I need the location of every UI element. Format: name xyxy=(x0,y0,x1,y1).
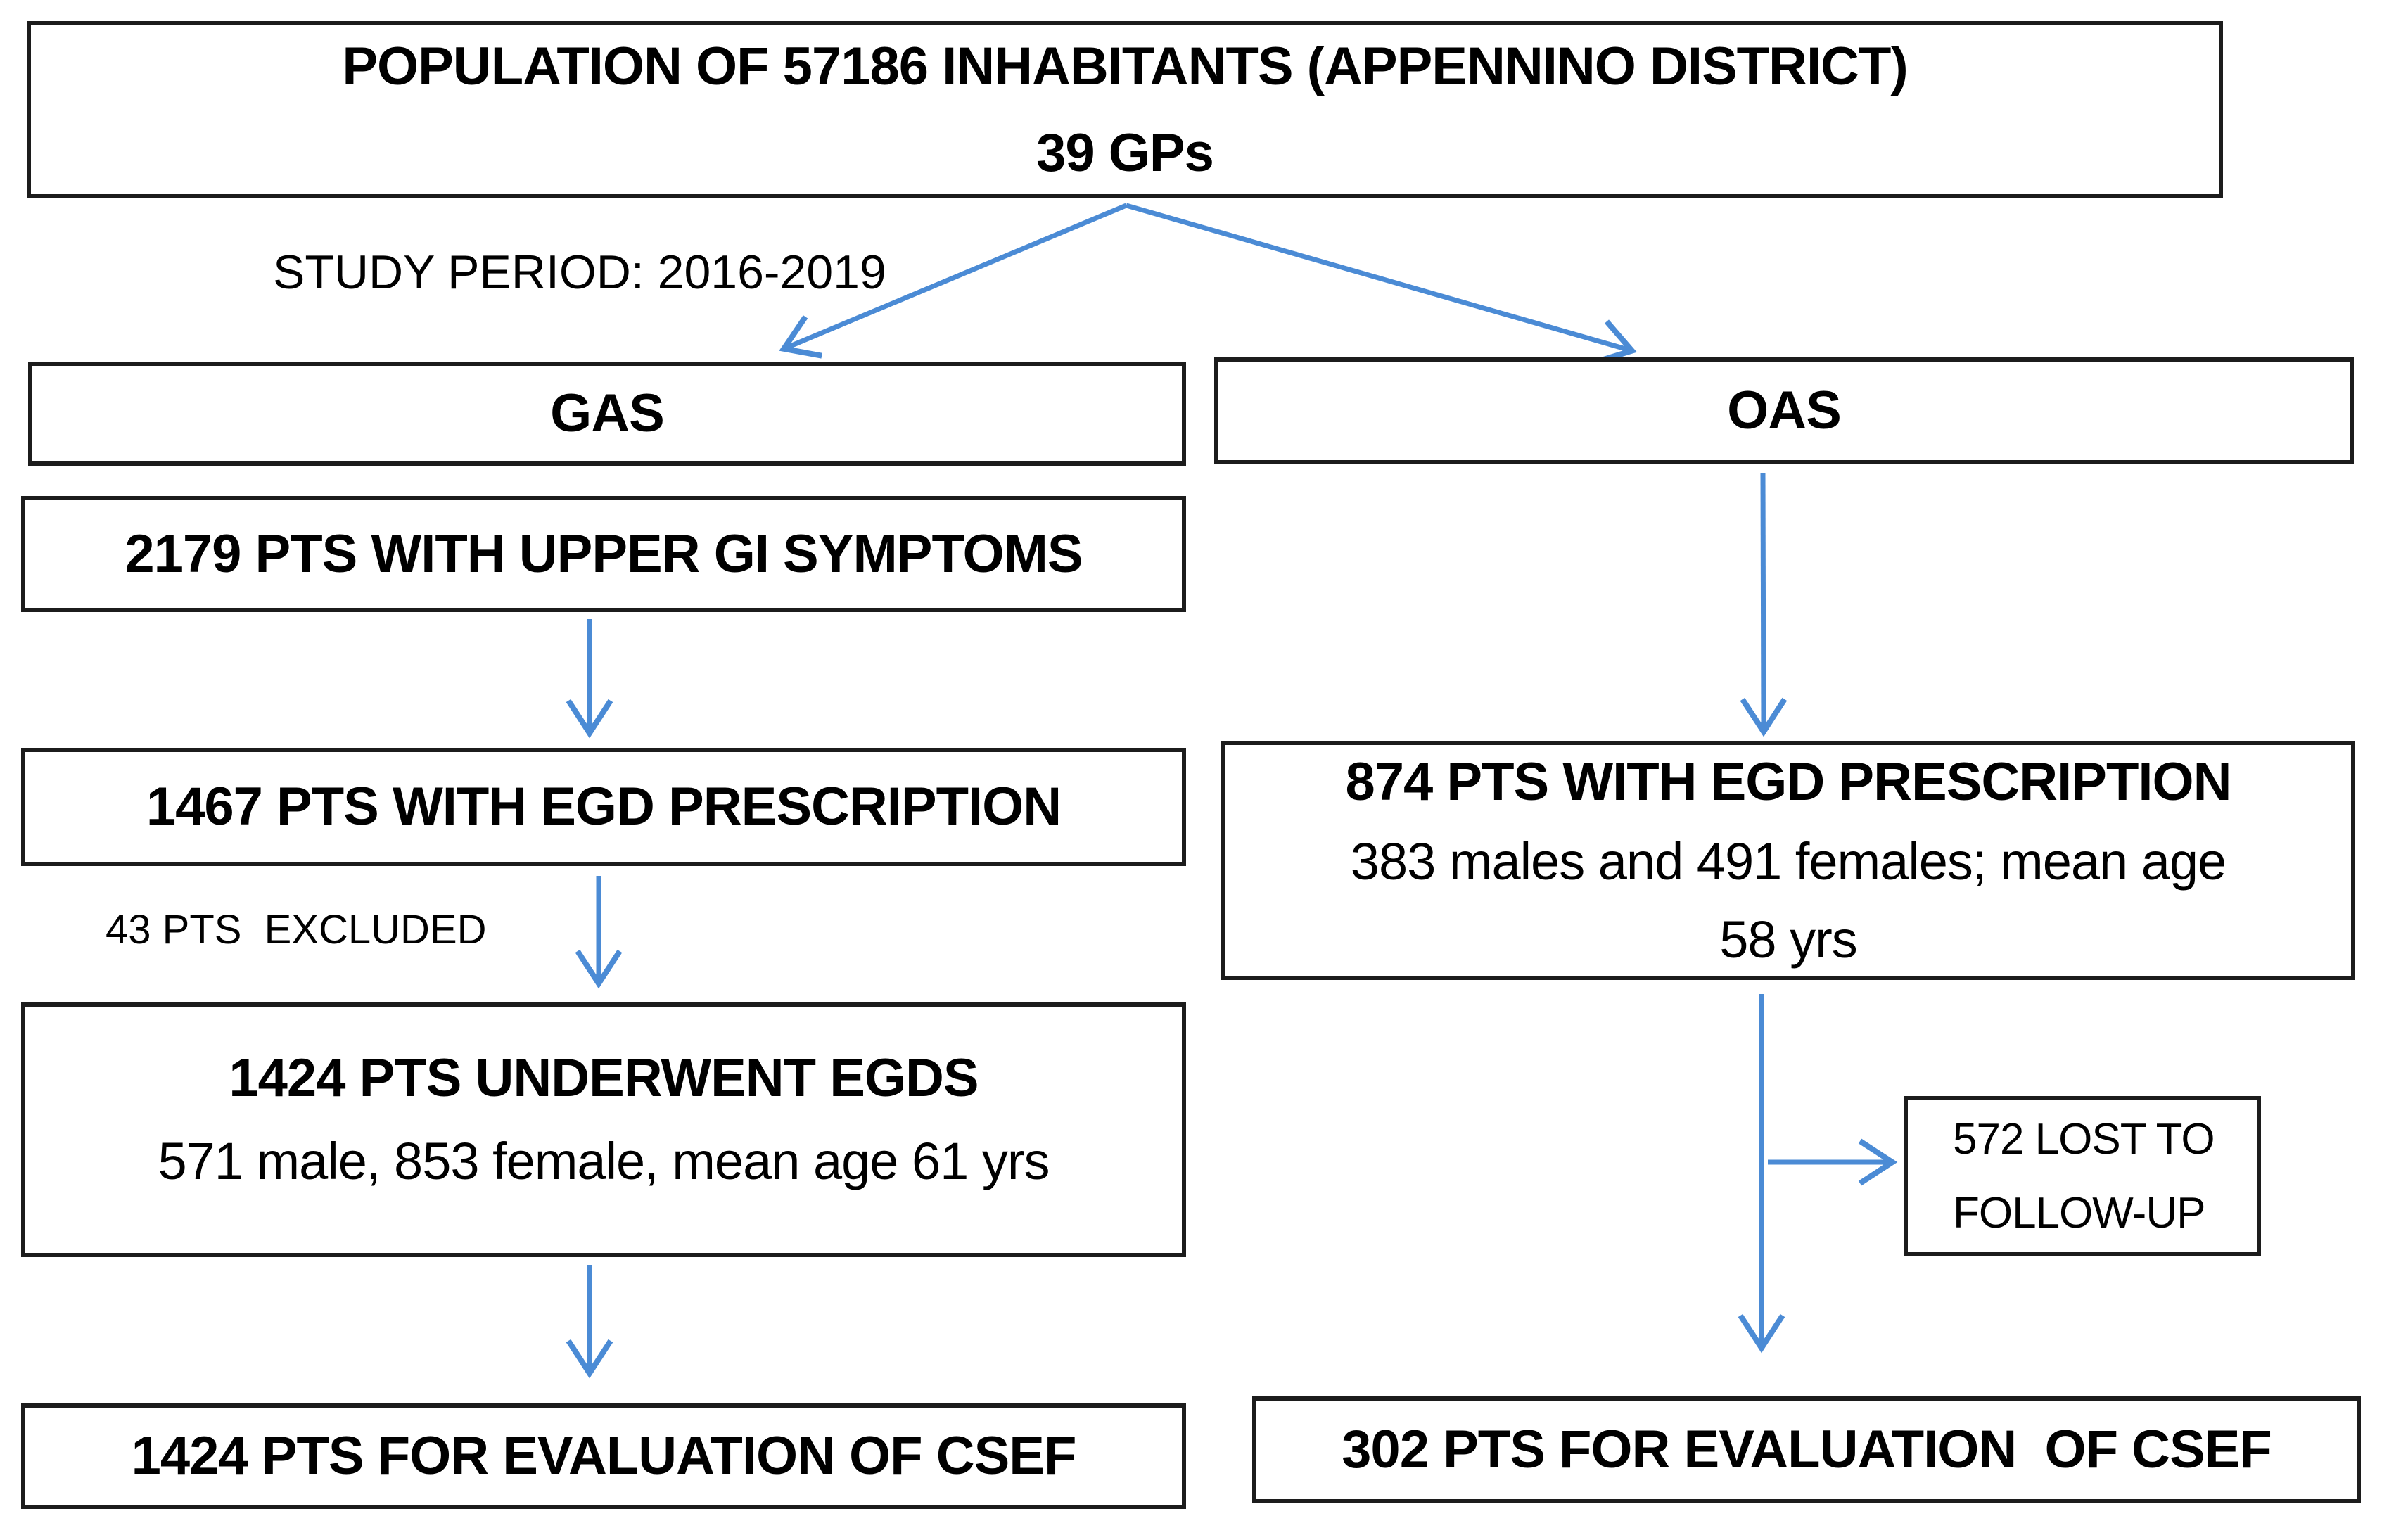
gas-symptoms-label: 2179 PTS WITH UPPER GI SYMPTOMS xyxy=(125,523,1083,584)
excluded-patients-label: 43 PTS EXCLUDED xyxy=(106,907,487,953)
study-period-label: STUDY PERIOD: 2016-2019 xyxy=(273,246,886,299)
population-line1: POPULATION OF 57186 INHABITANTS (APPENNI… xyxy=(342,36,1908,96)
gas-header-label: GAS xyxy=(550,383,665,443)
arrow-oas-to-prescription xyxy=(1740,473,1788,737)
oas-evaluation-box: 302 PTS FOR EVALUATION OF CSEF xyxy=(1252,1396,2361,1503)
gas-symptoms-box: 2179 PTS WITH UPPER GI SYMPTOMS xyxy=(21,496,1186,612)
oas-header-label: OAS xyxy=(1727,381,1842,440)
lost-line2: FOLLOW-UP xyxy=(1953,1189,2205,1237)
gas-prescription-box: 1467 PTS WITH EGD PRESCRIPTION xyxy=(21,748,1186,866)
gas-egds-line1: 1424 PTS UNDERWENT EGDS xyxy=(229,1048,979,1108)
lost-to-follow-up-box: 572 LOST TO FOLLOW-UP xyxy=(1904,1096,2261,1256)
arrow-population-to-oas xyxy=(1126,203,1637,365)
oas-prescription-line2: 383 males and 491 females; mean age xyxy=(1350,832,2227,891)
gas-evaluation-label: 1424 PTS FOR EVALUATION OF CSEF xyxy=(131,1426,1077,1486)
gas-egds-box: 1424 PTS UNDERWENT EGDS 571 male, 853 fe… xyxy=(21,1002,1186,1257)
oas-prescription-box: 874 PTS WITH EGD PRESCRIPTION 383 males … xyxy=(1221,741,2355,980)
gas-header-box: GAS xyxy=(28,362,1186,466)
gas-prescription-label: 1467 PTS WITH EGD PRESCRIPTION xyxy=(146,777,1062,836)
oas-evaluation-label: 302 PTS FOR EVALUATION OF CSEF xyxy=(1342,1420,2272,1479)
oas-header-box: OAS xyxy=(1214,357,2354,464)
lost-line1: 572 LOST TO xyxy=(1953,1114,2215,1164)
gas-egds-line2: 571 male, 853 female, mean age 61 yrs xyxy=(158,1132,1050,1191)
population-box: POPULATION OF 57186 INHABITANTS (APPENNI… xyxy=(27,21,2223,198)
oas-prescription-line3: 58 yrs xyxy=(1719,910,1858,969)
gas-evaluation-box: 1424 PTS FOR EVALUATION OF CSEF xyxy=(21,1403,1186,1509)
oas-prescription-line1: 874 PTS WITH EGD PRESCRIPTION xyxy=(1345,752,2232,812)
population-line2: 39 GPs xyxy=(1036,123,1214,183)
